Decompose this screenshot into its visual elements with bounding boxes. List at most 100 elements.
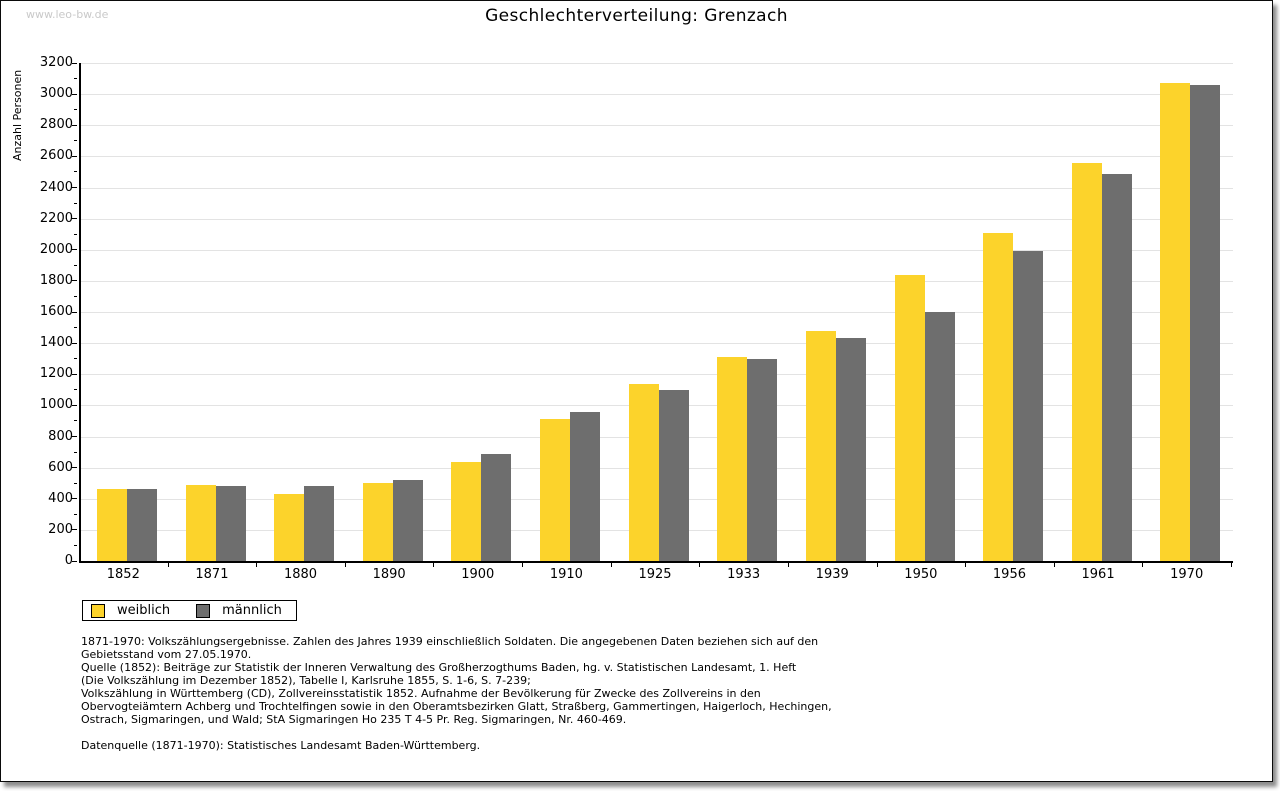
gridline (81, 343, 1233, 345)
y-minor-tick (74, 171, 77, 173)
y-major-tick (72, 467, 77, 469)
y-tick-label: 1200 (39, 366, 73, 382)
y-tick-label: 1400 (39, 335, 73, 351)
y-tick-label: 2400 (39, 179, 73, 195)
source-notes: 1871-1970: Volkszählungsergebnisse. Zahl… (81, 635, 832, 752)
bar-männlich-1933 (747, 358, 778, 561)
y-major-tick (72, 93, 77, 95)
y-tick-label: 1000 (39, 397, 73, 413)
footer-line: 1871-1970: Volkszählungsergebnisse. Zahl… (81, 635, 819, 648)
y-major-tick (72, 218, 77, 220)
y-major-tick (72, 62, 77, 64)
footer-line: Datenquelle (1871-1970): Statistisches L… (81, 739, 481, 752)
gridline (81, 249, 1233, 251)
y-tick-label: 2000 (39, 241, 73, 257)
y-tick-label: 200 (48, 521, 73, 537)
bar-männlich-1961 (1101, 173, 1132, 561)
x-boundary-tick (1142, 563, 1144, 567)
y-axis-title: Anzahl Personen (11, 69, 24, 161)
y-tick-label: 1600 (39, 304, 73, 319)
y-minor-tick (74, 264, 77, 266)
x-boundary-tick (876, 563, 878, 567)
bar-weiblich-1880 (274, 494, 305, 561)
x-tick-label: 1956 (992, 567, 1026, 582)
footer-line: Obervogteiämtern Achberg und Trochtelfin… (81, 700, 832, 713)
y-tick-label: 600 (48, 459, 73, 475)
x-tick-label: 1970 (1170, 567, 1204, 582)
gridline (81, 63, 1233, 64)
x-tick-label: 1950 (904, 567, 938, 582)
gridline (81, 280, 1233, 282)
chart-title: Geschlechterverteilung: Grenzach (485, 6, 788, 26)
y-minor-tick (74, 109, 77, 111)
x-boundary-tick (610, 563, 612, 567)
bar-männlich-1950 (924, 312, 955, 561)
bar-weiblich-1900 (451, 462, 482, 561)
y-major-tick (72, 187, 77, 188)
y-minor-tick (74, 451, 77, 453)
y-minor-tick (74, 482, 77, 484)
x-tick-label: 1852 (106, 567, 140, 582)
legend-swatch-weiblich (91, 603, 105, 618)
x-boundary-tick (433, 563, 435, 567)
footer-line: Quelle (1852): Beiträge zur Statistik de… (81, 661, 797, 674)
y-tick-label: 0 (64, 553, 73, 568)
x-tick-label: 1961 (1081, 567, 1115, 582)
y-major-tick (72, 124, 77, 126)
y-major-tick (72, 373, 77, 375)
x-tick-label: 1910 (549, 567, 583, 582)
legend: weiblich männlich (82, 600, 297, 621)
x-boundary-tick (1231, 563, 1232, 567)
x-tick-label: 1939 (815, 567, 849, 582)
x-boundary-tick (1053, 563, 1055, 567)
y-tick-label: 2800 (39, 117, 73, 133)
y-minor-tick (74, 295, 77, 297)
gridline (81, 156, 1233, 158)
x-boundary-tick (787, 563, 789, 567)
bar-weiblich-1925 (628, 383, 659, 561)
bar-männlich-1925 (658, 389, 689, 561)
bar-männlich-1900 (481, 453, 512, 561)
y-minor-tick (74, 389, 77, 391)
x-tick-label: 1871 (195, 567, 229, 582)
footer-line: Ostrach, Sigmaringen, und Wald; StA Sigm… (81, 713, 627, 726)
x-tick-label: 1880 (283, 567, 318, 582)
y-tick-label: 2200 (39, 210, 73, 226)
y-minor-tick (74, 327, 77, 329)
y-minor-tick (74, 202, 77, 204)
gridline (81, 218, 1233, 220)
bar-weiblich-1871 (185, 484, 216, 561)
gridline (81, 374, 1233, 376)
bar-weiblich-1970 (1160, 83, 1191, 561)
x-boundary-tick (965, 563, 967, 567)
x-tick-label: 1925 (638, 567, 672, 582)
x-tick-label: 1900 (461, 567, 495, 582)
legend-swatch-männlich (196, 603, 211, 618)
y-major-tick (72, 404, 77, 406)
y-tick-label: 3200 (39, 55, 73, 70)
bar-weiblich-1852 (97, 488, 127, 561)
x-tick-label: 1890 (372, 567, 406, 582)
y-tick-label: 400 (48, 490, 73, 506)
gridline (81, 94, 1233, 96)
legend-item-weiblich: weiblich (91, 603, 170, 618)
y-major-tick (72, 342, 77, 344)
bar-weiblich-1939 (805, 331, 836, 561)
watermark: www.leo-bw.de (26, 8, 109, 21)
x-boundary-tick (256, 563, 258, 567)
y-minor-tick (74, 140, 77, 142)
y-tick-label: 2600 (39, 148, 73, 164)
x-boundary-tick (167, 563, 169, 567)
y-major-tick (72, 498, 77, 500)
gridline (81, 312, 1233, 313)
bar-weiblich-1950 (894, 275, 925, 561)
y-major-tick (72, 529, 77, 531)
bar-männlich-1939 (835, 338, 866, 561)
y-major-tick (72, 560, 77, 562)
bar-weiblich-1910 (540, 419, 571, 561)
y-minor-tick (74, 513, 77, 515)
legend-label: weiblich (117, 603, 171, 618)
y-major-tick (72, 311, 77, 313)
legend-label: männlich (222, 603, 282, 618)
x-boundary-tick (699, 563, 701, 567)
